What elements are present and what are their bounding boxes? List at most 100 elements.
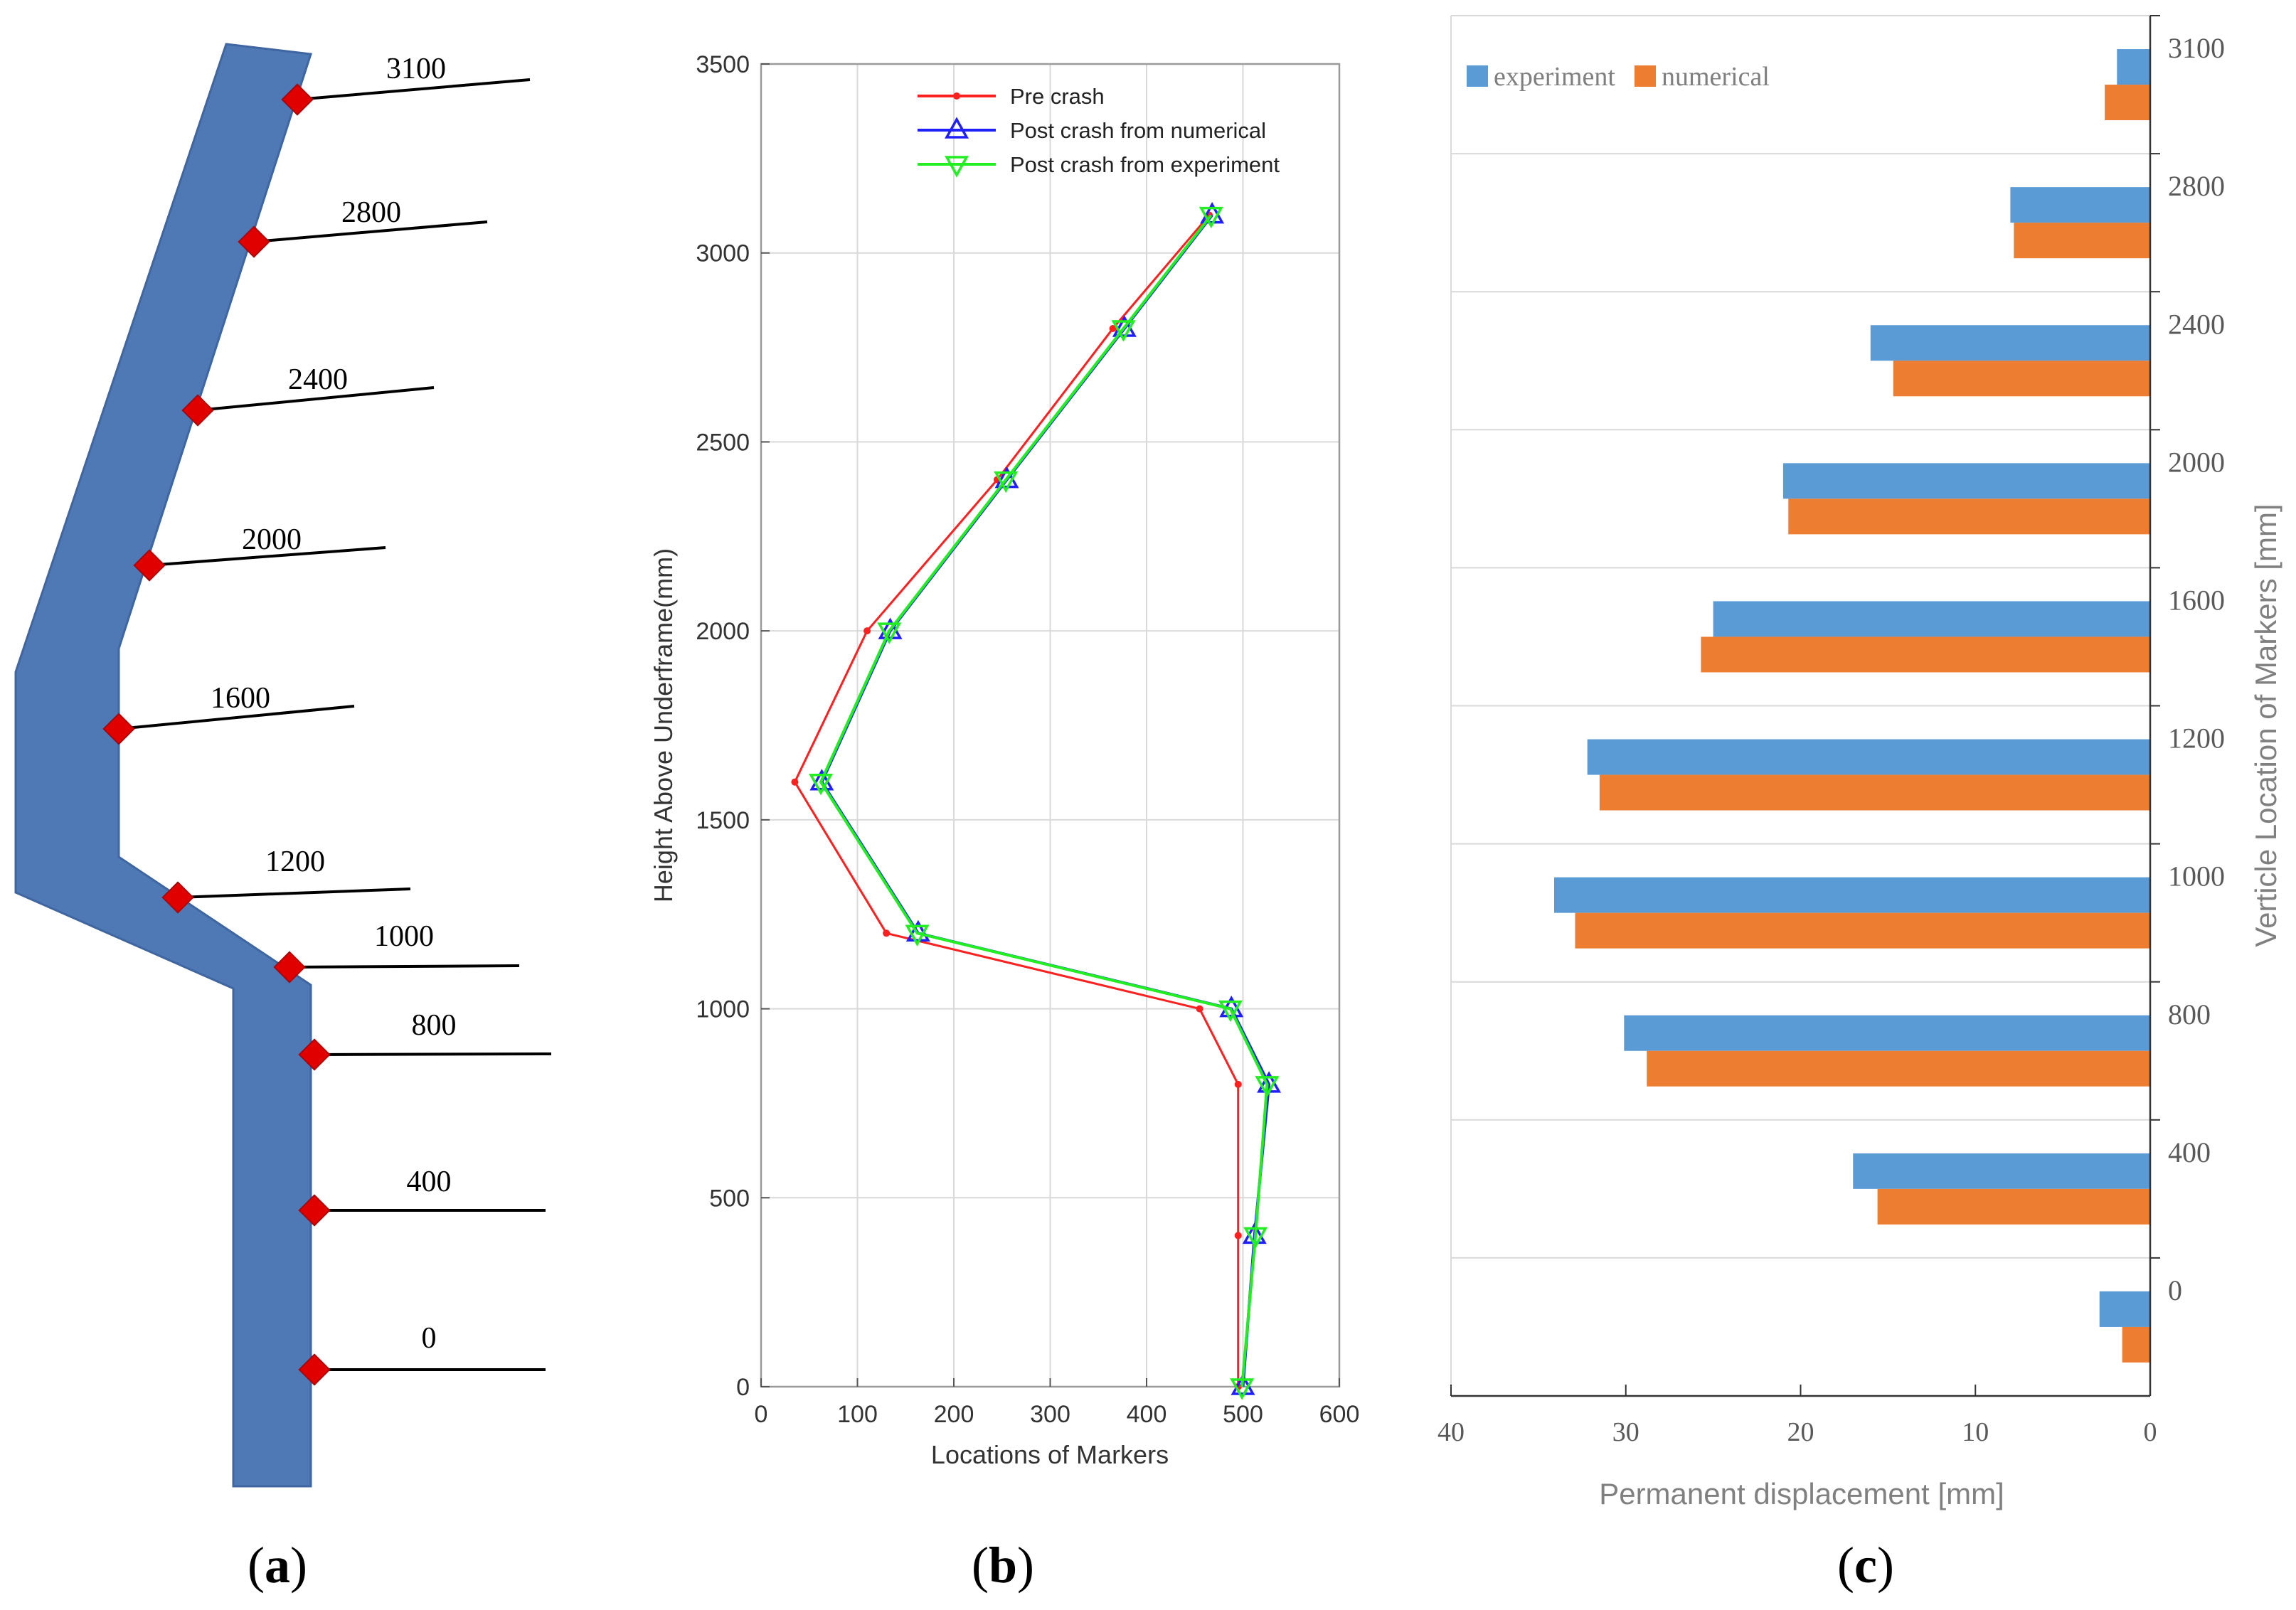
bar-numerical bbox=[1599, 774, 2150, 811]
line-chart-y-tick-label: 1000 bbox=[696, 996, 750, 1023]
data-point-experiment bbox=[809, 773, 833, 796]
panel-label-a-open: ( bbox=[248, 1537, 265, 1594]
data-point-pre-crash bbox=[863, 627, 871, 635]
bar-chart-x-tick-label: 40 bbox=[1437, 1417, 1465, 1447]
marker-leader-line bbox=[297, 78, 531, 101]
bar-chart-x-tick-label: 30 bbox=[1612, 1417, 1639, 1447]
bar-experiment bbox=[1853, 1153, 2150, 1189]
marker-point bbox=[161, 881, 194, 914]
marker-leader-line bbox=[314, 1052, 552, 1056]
line-chart-y-tick-label: 3500 bbox=[696, 51, 750, 78]
bar-numerical bbox=[2014, 223, 2150, 259]
bar-experiment bbox=[2117, 49, 2150, 85]
marker-point bbox=[281, 83, 314, 116]
bar-chart-category-label: 1600 bbox=[2168, 584, 2225, 616]
panel-label-b-close: ) bbox=[1017, 1537, 1034, 1594]
data-point-experiment bbox=[1243, 1227, 1268, 1249]
line-chart-y-tick-label: 2000 bbox=[696, 618, 750, 645]
marker-leader-line bbox=[149, 546, 386, 567]
bar-chart-category-label: 1200 bbox=[2168, 723, 2225, 755]
panel-label-b: (b) bbox=[972, 1537, 1034, 1594]
panel-label-a: (a) bbox=[248, 1537, 307, 1594]
marker-point bbox=[181, 394, 214, 427]
bar-chart-category-label: 2000 bbox=[2168, 446, 2225, 478]
bar-numerical bbox=[2105, 85, 2150, 121]
bar-chart-category-label: 0 bbox=[2168, 1274, 2182, 1306]
legend-label-experiment: Post crash from experiment bbox=[1010, 152, 1280, 177]
line-chart-x-tick-label: 200 bbox=[934, 1401, 974, 1428]
line-chart-y-tick-label: 0 bbox=[736, 1374, 750, 1401]
panel-label-a-letter: a bbox=[265, 1537, 290, 1594]
marker-label: 1600 bbox=[211, 682, 270, 715]
marker-label: 2800 bbox=[341, 196, 401, 229]
marker-leader-line bbox=[253, 220, 488, 243]
bar-chart-bars bbox=[1553, 49, 2150, 1363]
data-point-experiment bbox=[1218, 1000, 1243, 1023]
bar-numerical bbox=[2122, 1326, 2150, 1363]
marker-label: 800 bbox=[412, 1009, 457, 1042]
marker-point bbox=[298, 1353, 331, 1386]
bar-chart-legend: experiment numerical bbox=[1467, 62, 1770, 92]
legend-label-numerical: numerical bbox=[1662, 62, 1770, 92]
bar-chart-category-label: 3100 bbox=[2168, 32, 2225, 64]
marker-point bbox=[298, 1194, 331, 1227]
bar-experiment bbox=[2010, 187, 2150, 223]
series-line-numerical bbox=[820, 214, 1271, 1387]
marker-point bbox=[238, 225, 270, 258]
data-point-pre-crash bbox=[1109, 325, 1117, 332]
line-chart-y-axis-label: Height Above Underframe(mm) bbox=[649, 548, 678, 902]
marker-point bbox=[273, 951, 306, 983]
line-chart-grid bbox=[761, 64, 1339, 1387]
bar-experiment bbox=[2099, 1291, 2150, 1327]
marker-group: 3100 2800 2400 2000 1600 1200 1000 800 400 0 bbox=[102, 53, 552, 1386]
bar-experiment bbox=[1587, 739, 2150, 775]
line-chart-y-tick-label: 3000 bbox=[696, 240, 750, 267]
data-point-experiment bbox=[1230, 1378, 1255, 1400]
line-chart-series bbox=[791, 201, 1282, 1400]
bar-chart-y-axis-label: Verticle Location of Markers [mm] bbox=[2249, 503, 2282, 947]
bar-numerical bbox=[1647, 1050, 2150, 1087]
panel-label-c: (c) bbox=[1837, 1537, 1894, 1594]
data-point-pre-crash bbox=[1196, 1005, 1203, 1013]
marker-label: 1000 bbox=[374, 920, 434, 953]
data-point-pre-crash bbox=[883, 929, 891, 937]
bar-chart-category-label: 1000 bbox=[2168, 860, 2225, 892]
legend-label-numerical: Post crash from numerical bbox=[1010, 118, 1266, 143]
bar-numerical bbox=[1701, 636, 2150, 673]
legend-marker-pre-crash bbox=[953, 92, 960, 100]
series-line-pre-crash bbox=[793, 214, 1240, 1387]
panel-label-c-close: ) bbox=[1877, 1537, 1894, 1594]
panel-b-line-chart: 0 100 200 300 400 500 600 0 500 1000 1500 2000 2500 3… bbox=[649, 51, 1359, 1469]
marker-leader-line bbox=[197, 386, 435, 412]
car-body-profile bbox=[14, 43, 312, 1488]
data-point-experiment bbox=[905, 924, 930, 947]
line-chart-x-axis-label: Locations of Markers bbox=[931, 1440, 1169, 1469]
line-chart-y-tick-label: 2500 bbox=[696, 429, 750, 456]
panel-a-diagram: 3100 2800 2400 2000 1600 1200 1000 800 400 0 bbox=[14, 43, 552, 1488]
bar-experiment bbox=[1713, 601, 2150, 637]
legend-marker-numerical bbox=[945, 117, 969, 139]
bar-chart-x-tick-label: 20 bbox=[1787, 1417, 1814, 1447]
panel-label-a-close: ) bbox=[290, 1537, 307, 1594]
line-chart-y-tick-label: 1500 bbox=[696, 807, 750, 834]
data-point-experiment bbox=[1199, 206, 1223, 229]
marker-point bbox=[133, 549, 166, 582]
bar-chart-ticks: 3100 2800 2400 2000 1600 1200 1000 800 400 0 40 30 2… bbox=[1437, 15, 2225, 1447]
bar-experiment bbox=[1624, 1015, 2150, 1051]
marker-label: 1200 bbox=[265, 846, 325, 878]
marker-label: 0 bbox=[422, 1322, 437, 1355]
marker-leader-line bbox=[177, 887, 411, 899]
panel-label-c-open: ( bbox=[1837, 1537, 1854, 1594]
bar-chart-category-label: 2800 bbox=[2168, 170, 2225, 202]
panel-label-b-open: ( bbox=[972, 1537, 989, 1594]
data-point-experiment bbox=[994, 471, 1019, 494]
bar-chart-grid bbox=[1450, 15, 2150, 1396]
bar-chart-category-label: 800 bbox=[2168, 998, 2211, 1030]
data-point-pre-crash bbox=[1234, 1232, 1242, 1240]
line-chart-x-tick-label: 300 bbox=[1030, 1401, 1070, 1428]
line-chart-x-tick-label: 100 bbox=[837, 1401, 878, 1428]
bar-experiment bbox=[1553, 877, 2150, 913]
line-chart-y-tick-label: 500 bbox=[709, 1185, 750, 1212]
line-chart-x-tick-label: 0 bbox=[755, 1401, 768, 1428]
marker-label: 2400 bbox=[288, 363, 348, 396]
